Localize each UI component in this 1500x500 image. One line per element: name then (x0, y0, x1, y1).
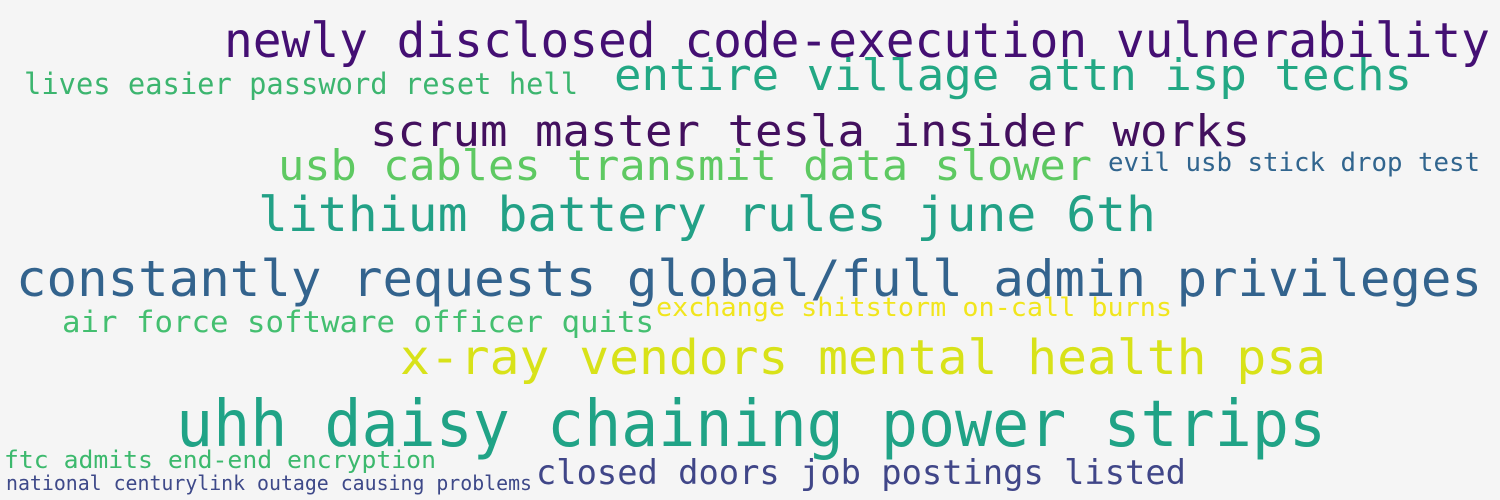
phrase-scrum-master: scrum master tesla insider works (370, 105, 1250, 157)
phrase-code-execution-vulnerability: newly disclosed code-execution vulnerabi… (224, 12, 1490, 69)
phrase-lithium-battery: lithium battery rules june 6th (258, 186, 1156, 243)
phrase-job-postings: closed doors job postings listed (536, 452, 1186, 493)
phrase-evil-usb-stick: evil usb stick drop test (1108, 148, 1481, 179)
phrase-exchange-shitstorm: exchange shitstorm on-call burns (656, 293, 1172, 324)
phrase-isp-techs: entire village attn isp techs (614, 49, 1413, 101)
phrase-centurylink-outage: national centurylink outage causing prob… (6, 471, 532, 495)
phrase-daisy-chaining: uhh daisy chaining power strips (176, 387, 1327, 462)
phrase-usb-cables: usb cables transmit data slower (278, 141, 1092, 191)
phrase-air-force-officer: air force software officer quits (62, 304, 655, 339)
phrase-password-reset-hell: lives easier password reset hell (24, 66, 579, 101)
phrase-admin-privileges: constantly requests global/full admin pr… (16, 250, 1483, 308)
phrase-x-ray-vendors: x-ray vendors mental health psa (400, 329, 1326, 386)
phrase-ftc-encryption: ftc admits end-end encryption (4, 445, 436, 474)
